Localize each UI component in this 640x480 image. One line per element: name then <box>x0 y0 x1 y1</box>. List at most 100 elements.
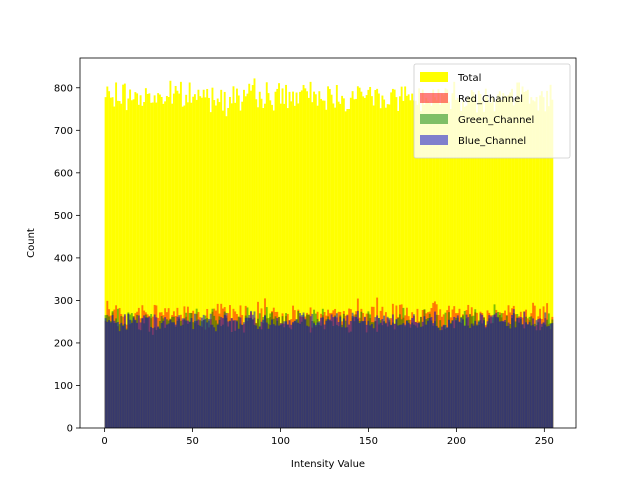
bar <box>328 319 331 428</box>
bar <box>502 320 505 428</box>
bar <box>137 315 140 428</box>
bar <box>237 95 240 428</box>
bar <box>246 93 249 428</box>
bar <box>153 314 156 428</box>
bar <box>171 103 174 428</box>
bar <box>234 320 237 428</box>
bar <box>264 103 266 428</box>
bar <box>241 101 244 428</box>
bar <box>353 99 356 428</box>
bar <box>547 326 550 428</box>
bar <box>141 105 144 428</box>
bar <box>320 98 323 429</box>
bar <box>237 328 240 428</box>
bar <box>528 103 531 429</box>
bar <box>539 318 542 428</box>
bar <box>127 98 130 428</box>
bar <box>115 82 118 429</box>
bar <box>297 322 300 428</box>
bar <box>211 87 214 429</box>
bar <box>490 316 492 428</box>
bar <box>174 324 177 428</box>
bar <box>362 96 365 429</box>
bar <box>300 90 303 429</box>
bar <box>509 328 512 428</box>
bar <box>416 104 419 429</box>
bar <box>444 324 447 428</box>
bar <box>258 326 261 428</box>
bar <box>349 97 352 429</box>
bar <box>355 317 358 428</box>
bar <box>241 325 244 428</box>
bar <box>195 99 198 429</box>
bar <box>188 321 191 428</box>
bar <box>207 97 210 428</box>
bar <box>148 316 151 428</box>
bar <box>523 91 526 428</box>
bar <box>507 322 510 428</box>
bar <box>299 313 301 428</box>
bar <box>404 86 407 428</box>
bar <box>412 100 415 429</box>
series-blue-channel <box>104 309 554 428</box>
bar <box>202 314 205 428</box>
bar <box>278 83 280 429</box>
bar <box>369 325 372 428</box>
bar <box>111 97 114 428</box>
bar <box>405 95 408 428</box>
bar <box>137 104 140 428</box>
bar <box>155 317 158 428</box>
bar <box>428 102 431 428</box>
bar <box>451 320 454 428</box>
bar <box>257 329 259 428</box>
bar <box>165 324 168 428</box>
bar <box>125 329 128 428</box>
bar <box>153 95 156 428</box>
y-tick-label: 200 <box>54 338 73 349</box>
bar <box>477 90 480 428</box>
bar <box>405 320 408 428</box>
bar <box>465 105 468 429</box>
bar <box>419 326 422 428</box>
bar <box>104 97 107 429</box>
bar <box>432 323 435 428</box>
bar <box>390 324 393 428</box>
bar <box>193 94 196 429</box>
bar <box>313 323 316 428</box>
bar <box>130 322 133 428</box>
bar <box>325 320 328 428</box>
bar <box>292 91 294 428</box>
bar <box>274 91 277 428</box>
bar <box>483 111 485 428</box>
bar <box>367 320 370 428</box>
x-tick-label: 50 <box>186 436 199 447</box>
bar <box>132 99 135 428</box>
bar <box>158 94 161 429</box>
bar <box>370 324 373 428</box>
bar <box>311 313 314 428</box>
bar <box>365 95 368 428</box>
bar <box>229 321 231 428</box>
bar <box>397 325 400 428</box>
legend-entry: Red_Channel <box>458 94 523 105</box>
bar <box>316 105 319 429</box>
bar <box>169 80 172 428</box>
bar <box>341 327 344 428</box>
bar <box>300 315 303 428</box>
x-tick-label: 150 <box>359 436 378 447</box>
bar <box>213 100 216 428</box>
bar <box>125 110 128 428</box>
bar <box>349 321 352 428</box>
bar <box>186 320 189 428</box>
legend-swatch <box>420 72 448 82</box>
bar <box>511 314 513 428</box>
bar <box>230 103 233 428</box>
bar <box>129 319 132 428</box>
bar <box>341 95 344 428</box>
bar <box>491 97 494 428</box>
bar <box>276 318 279 428</box>
bar <box>384 323 387 428</box>
bar <box>526 89 529 428</box>
bar <box>451 93 454 428</box>
y-tick-label: 100 <box>54 381 73 392</box>
